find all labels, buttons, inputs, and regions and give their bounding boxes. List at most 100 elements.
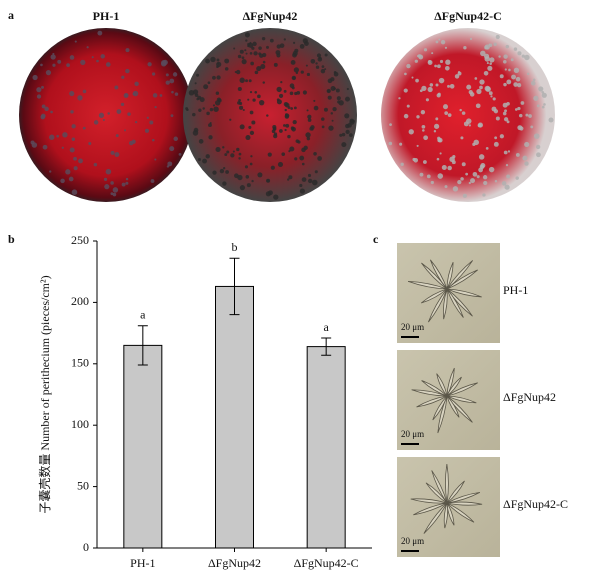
perithecium — [97, 30, 103, 36]
significance-label: b — [232, 240, 238, 254]
perithecium — [212, 170, 217, 175]
perithecium — [338, 100, 344, 106]
perithecium — [209, 107, 214, 112]
perithecium — [280, 81, 283, 84]
perithecium — [134, 81, 139, 87]
perithecium — [62, 132, 68, 138]
perithecium — [522, 155, 528, 161]
perithecium — [224, 67, 229, 71]
perithecium — [116, 109, 122, 114]
ascospore — [410, 498, 448, 504]
perithecium — [265, 191, 271, 197]
perithecium — [318, 56, 322, 60]
perithecium — [445, 59, 451, 65]
perithecium — [114, 152, 120, 157]
perithecium — [262, 81, 265, 84]
perithecium — [294, 157, 298, 161]
perithecium — [249, 162, 253, 166]
perithecium — [112, 192, 117, 197]
perithecium — [257, 172, 263, 178]
perithecium — [292, 119, 297, 125]
perithecium — [44, 106, 49, 112]
perithecium — [266, 179, 270, 183]
perithecium — [169, 78, 175, 84]
perithecium — [389, 123, 392, 126]
perithecium — [290, 107, 294, 110]
ascospore — [446, 502, 475, 523]
perithecium — [315, 65, 320, 69]
perithecium — [215, 91, 220, 95]
perithecium — [125, 68, 130, 74]
perithecium — [511, 74, 517, 80]
perithecium — [71, 124, 76, 129]
perithecium — [238, 152, 242, 156]
perithecium — [499, 74, 504, 79]
perithecium — [506, 120, 510, 124]
perithecium — [219, 168, 225, 174]
perithecium — [174, 92, 179, 96]
perithecium — [452, 186, 459, 192]
perithecium — [230, 153, 235, 158]
perithecium — [112, 187, 119, 193]
perithecium — [216, 58, 220, 62]
perithecium — [212, 75, 216, 80]
perithecium — [170, 114, 174, 118]
perithecium — [259, 53, 264, 58]
ascospore — [411, 389, 448, 397]
y-tick-label: 100 — [71, 417, 89, 431]
perithecium — [524, 161, 529, 166]
perithecium — [188, 90, 195, 96]
perithecium — [69, 55, 75, 60]
perithecium — [495, 34, 500, 40]
y-tick-label: 0 — [83, 540, 89, 554]
perithecium — [302, 38, 308, 44]
ascospore — [446, 395, 460, 418]
perithecium — [420, 109, 426, 115]
perithecium — [307, 114, 312, 119]
perithecium — [78, 158, 83, 164]
perithecium — [239, 49, 244, 54]
perithecium — [483, 180, 488, 186]
y-tick-label: 200 — [71, 294, 89, 308]
perithecium — [303, 145, 308, 150]
perithecium — [429, 83, 434, 87]
perithecium — [70, 110, 74, 114]
perithecium — [323, 107, 328, 112]
plate-label: PH-1 — [93, 9, 120, 23]
ascospore — [432, 395, 448, 421]
perithecium — [473, 139, 480, 146]
plate — [381, 28, 555, 202]
perithecium — [422, 129, 425, 132]
perithecium — [328, 125, 334, 131]
perithecium — [419, 172, 424, 177]
perithecium — [442, 104, 449, 110]
perithecium — [115, 134, 119, 138]
perithecium — [276, 53, 281, 58]
perithecium — [447, 113, 452, 117]
perithecium — [212, 104, 216, 107]
perithecium — [239, 77, 245, 83]
perithecium — [246, 183, 251, 188]
perithecium — [506, 79, 512, 85]
perithecium — [206, 111, 210, 116]
perithecium — [290, 126, 295, 130]
plate — [183, 28, 357, 202]
perithecium — [488, 91, 493, 96]
perithecium — [50, 110, 53, 114]
perithecium — [77, 95, 83, 101]
perithecium — [36, 87, 42, 93]
perithecium — [468, 181, 471, 185]
perithecium — [434, 64, 437, 68]
perithecium — [421, 85, 427, 92]
perithecium — [233, 47, 236, 50]
perithecium — [520, 101, 525, 105]
perithecium — [469, 92, 475, 97]
perithecium — [276, 99, 282, 105]
perithecium — [428, 59, 432, 64]
perithecium — [524, 141, 530, 148]
perithecium — [489, 57, 495, 63]
perithecium — [406, 63, 411, 69]
perithecium — [245, 134, 251, 141]
perithecium — [541, 92, 547, 98]
perithecium — [306, 72, 311, 77]
